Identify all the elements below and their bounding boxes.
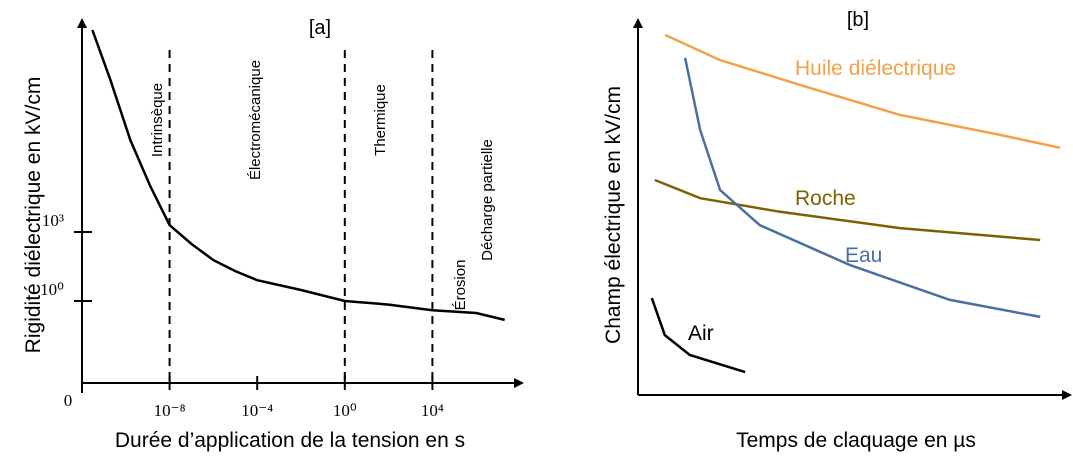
x-label-a: Durée d’application de la tension en s [115,429,465,452]
series-label: Huile diélectrique [795,57,956,80]
x-tick-label: 10⁻⁸ [154,401,186,420]
x-tick-label: 10⁻⁴ [241,401,273,420]
x-tick-label: 10⁰ [333,401,357,420]
region-label: Décharge partielle [479,139,496,261]
series-line [683,57,1041,319]
title-b: [b] [847,9,869,31]
region-label: Électromécanique [247,60,264,180]
x-tick-label: 10⁴ [421,401,444,420]
series-line [650,297,746,374]
series-line [654,178,1041,242]
series-label: Roche [795,187,856,210]
title-a: [a] [309,17,331,39]
y-tick-label: 10³ [42,211,64,230]
y-tick-label: 10⁰ [40,280,64,299]
origin-label: 0 [64,391,73,410]
region-label: Thermique [372,84,389,156]
y-label-a: Rigidité diélectrique en kV/cm [22,77,45,354]
curve [91,29,505,322]
series-label: Air [688,322,714,345]
x-label-b: Temps de claquage en µs [736,429,976,452]
region-label: Érosion [452,260,469,311]
series-line [664,33,1061,150]
y-label-b: Champ électrique en kV/cm [602,86,625,344]
series-label: Eau [845,244,882,267]
region-label: Intrinsèque [149,83,166,157]
